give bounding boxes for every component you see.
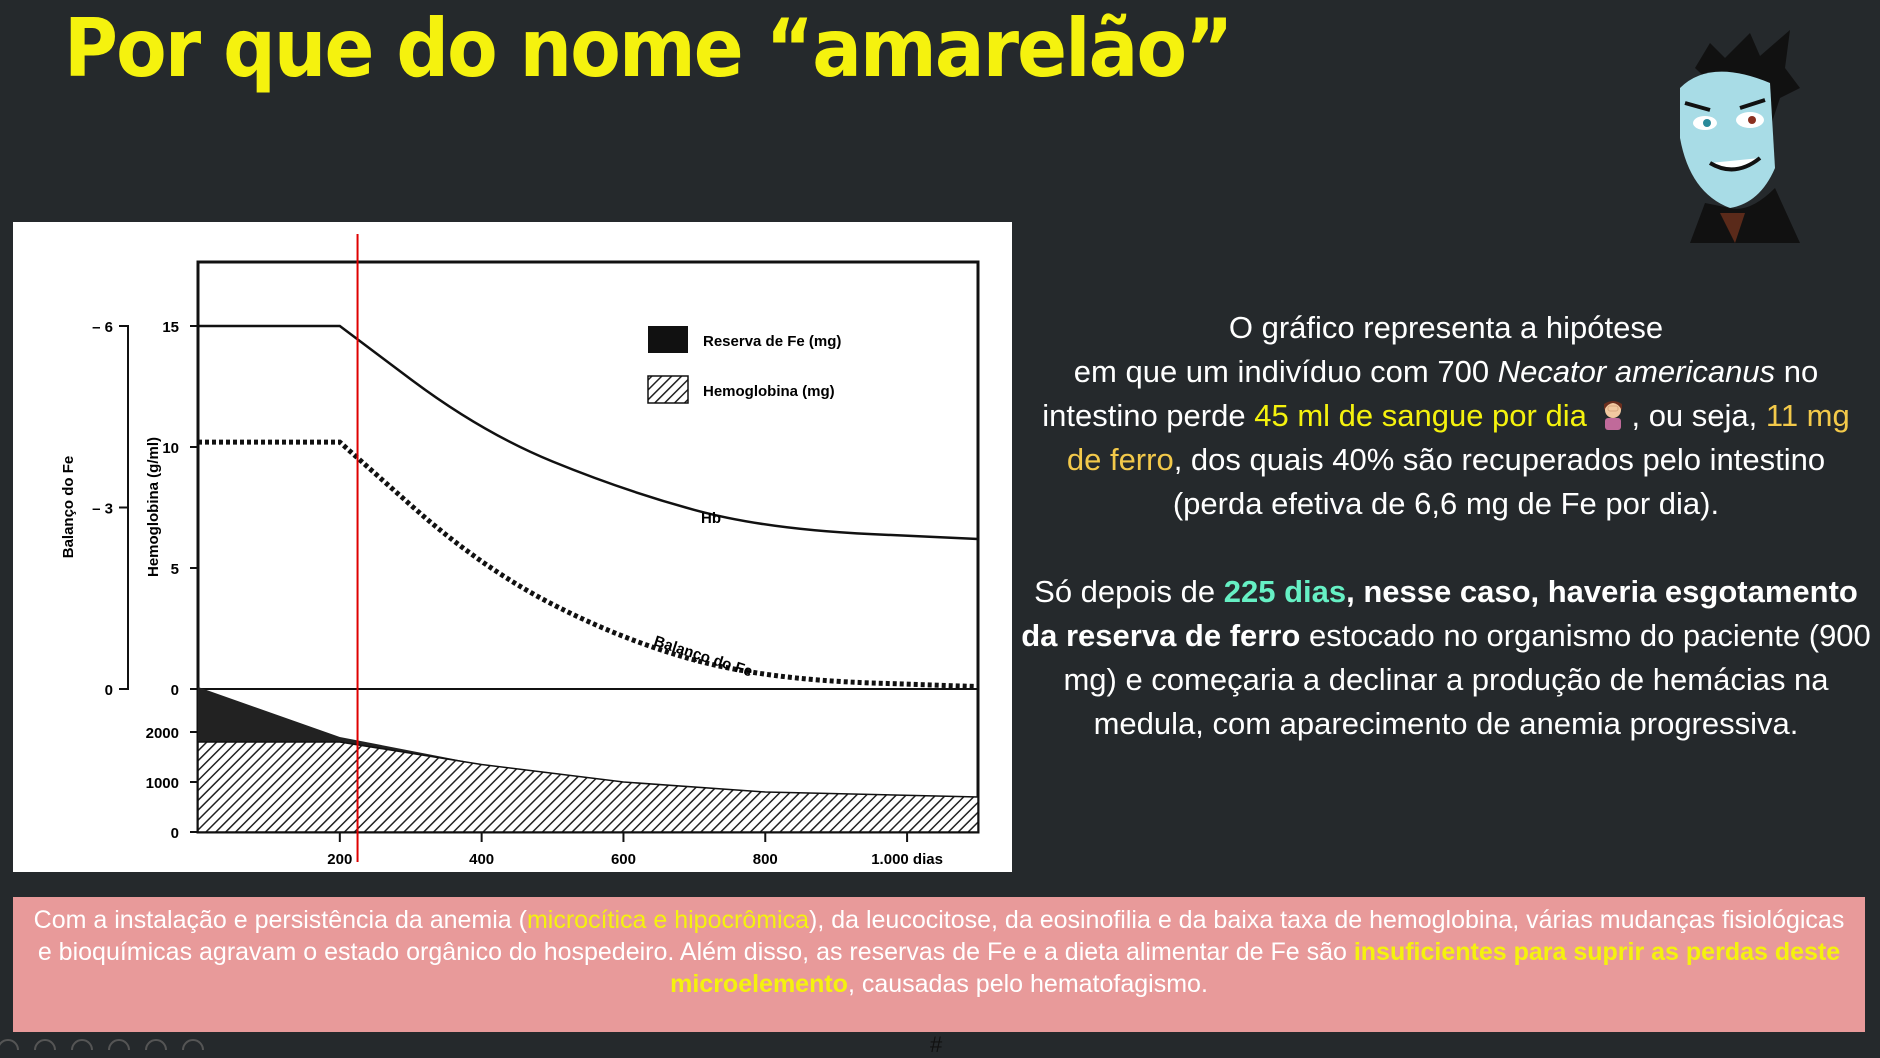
conclusion-box: Com a instalação e persistência da anemi… bbox=[13, 897, 1865, 1032]
iron-balance-chart: Hb Balanço do Fe 200 400 600 800 1.000 dias 15 1… bbox=[13, 222, 1012, 872]
legend-swatch-reserve bbox=[648, 326, 688, 353]
explanation-text: O gráfico representa a hipótese em que u… bbox=[1018, 306, 1874, 746]
nav-dot-icon bbox=[0, 1039, 19, 1050]
nav-dot-icon bbox=[182, 1039, 204, 1050]
fe-balance-tick-label: – 3 bbox=[92, 501, 113, 518]
fe-balance-tick-label: – 6 bbox=[92, 319, 113, 336]
fe-balance-series-label: Balanço do Fe bbox=[652, 633, 755, 681]
fe-balance-axis-label: Balanço do Fe bbox=[60, 456, 77, 559]
explanation-paragraph-2: Só depois de 225 dias, nesse caso, haver… bbox=[1021, 574, 1871, 741]
x-tick-label: 200 bbox=[327, 851, 352, 868]
fe-balance-series-line bbox=[198, 439, 979, 690]
slide-title: Por que do nome “amarelão” bbox=[64, 2, 1234, 95]
x-tick-label: 800 bbox=[753, 851, 778, 868]
page-mark: # bbox=[930, 1032, 943, 1057]
blood-loss-highlight: 45 ml de sangue por dia bbox=[1254, 398, 1587, 433]
hb-tick-label: 15 bbox=[162, 319, 179, 336]
lower-tick-label: 0 bbox=[171, 825, 179, 842]
facepalm-emoji-icon bbox=[1604, 401, 1623, 430]
nav-dot-icon bbox=[34, 1039, 56, 1050]
legend-label-reserve: Reserva de Fe (mg) bbox=[703, 333, 841, 350]
lower-tick-label: 2000 bbox=[146, 725, 179, 742]
hb-tick-label: 10 bbox=[162, 440, 179, 457]
nav-dot-icon bbox=[108, 1039, 130, 1050]
nav-dot-icon bbox=[145, 1039, 167, 1050]
explanation-paragraph-1: O gráfico representa a hipótese em que u… bbox=[1042, 310, 1850, 521]
x-tick-label: 400 bbox=[469, 851, 494, 868]
hb-tick-label: 0 bbox=[171, 682, 179, 699]
iron-loss-highlight: 11 mg bbox=[1765, 398, 1850, 433]
hb-axis-label: Hemoglobina (g/ml) bbox=[145, 437, 162, 577]
fe-balance-tick-label: 0 bbox=[105, 682, 113, 699]
hb-series-label: Hb bbox=[701, 510, 721, 527]
x-tick-label: 1.000 dias bbox=[871, 851, 943, 868]
vampire-character-illustration bbox=[1680, 30, 1800, 243]
insufficient-highlight: insuficientes para suprir as perdas dest… bbox=[670, 938, 1841, 998]
slide-nav-controls[interactable] bbox=[0, 1038, 220, 1050]
x-tick-label: 600 bbox=[611, 851, 636, 868]
hb-series-line bbox=[198, 324, 979, 541]
hb-tick-label: 5 bbox=[171, 561, 179, 578]
legend-swatch-hemoglobin bbox=[647, 375, 689, 404]
hemoglobin-mg-area bbox=[197, 741, 979, 833]
nav-dot-icon bbox=[71, 1039, 93, 1050]
days-highlight: 225 dias bbox=[1223, 574, 1347, 609]
lower-tick-label: 1000 bbox=[146, 775, 179, 792]
anemia-type-highlight: microcítica e hipocrômica bbox=[526, 906, 809, 934]
legend-label-hemoglobin: Hemoglobina (mg) bbox=[703, 383, 835, 400]
